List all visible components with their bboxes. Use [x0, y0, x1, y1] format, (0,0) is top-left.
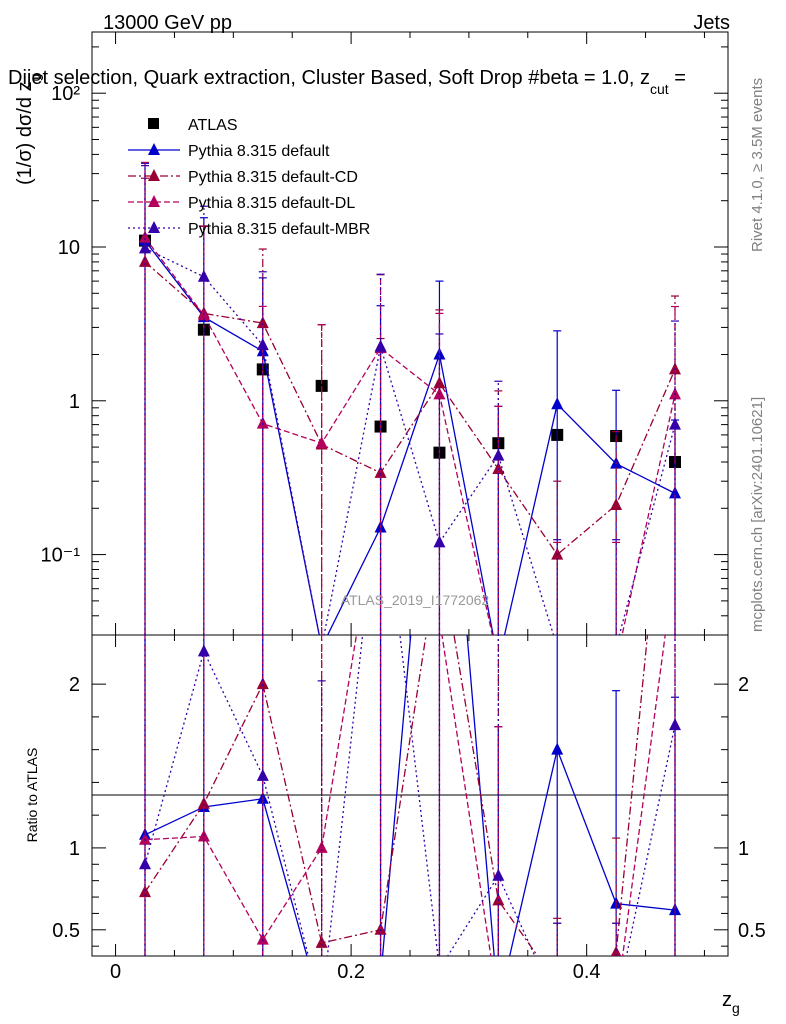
pythia-8-315-default-ratio-marker: [316, 1001, 328, 1013]
y-tick-label: 10⁻¹: [41, 545, 81, 567]
pythia-8-315-default-mbr-ratio-marker: [139, 857, 151, 870]
pythia-8-315-default-mbr-ratio-marker: [256, 768, 269, 781]
pythia-8-315-default-mbr-line: [144, 247, 676, 635]
y-tick-label: 10²: [51, 83, 80, 105]
pythia-8-315-default-mbr-ratio-marker: [197, 644, 210, 657]
mcplots-label: mcplots.cern.ch [arXiv:2401.10621]: [749, 397, 766, 632]
pythia-8-315-default-marker: [669, 486, 681, 499]
pythia-8-315-default-ratio-marker: [551, 742, 564, 755]
ratio-y-tick-label-right: 0.5: [738, 920, 766, 942]
ratio-y-tick-label-right: 2: [738, 674, 749, 696]
legend-marker-atlas: [148, 118, 159, 129]
pythia-8-315-default-dl-ratio-marker: [492, 998, 504, 1010]
ratio-series-group: [139, 635, 681, 1013]
axis-ticks: 0 0.2 0.4 10⁻¹ 1 10 10² 0.5 0.5 1 1 2 2: [41, 32, 766, 983]
pythia-8-315-default-mbr-marker: [433, 535, 446, 548]
legend-label-pythia-8-315-default-dl: Pythia 8.315 default-DL: [188, 195, 355, 212]
legend-label-pythia-8-315-default-mbr: Pythia 8.315 default-MBR: [188, 221, 370, 238]
header-right: Jets: [693, 12, 730, 34]
pythia-8-315-default-dl-marker: [315, 436, 328, 449]
legend-marker-pythia-8-315-default-dl: [148, 195, 160, 207]
legend-label-pythia-8-315-default-cd: Pythia 8.315 default-CD: [188, 169, 358, 186]
pythia-8-315-default-mbr-marker: [669, 417, 681, 430]
pythia-8-315-default-dl-marker: [139, 230, 151, 243]
main-y-axis-label: (1/σ) dσ/d zg: [14, 74, 43, 185]
x-tick-label: 0: [110, 961, 121, 983]
pythia-8-315-default-dl-ratio-marker: [256, 932, 269, 945]
main-series-group: [139, 161, 681, 667]
pythia-8-315-default-mbr-marker: [610, 640, 622, 652]
ratio-y-tick-label: 2: [69, 674, 80, 696]
ratio-y-tick-label: 0.5: [52, 920, 80, 942]
pythia-8-315-default-marker: [551, 397, 564, 410]
pythia-8-315-default-line: [144, 240, 676, 635]
legend-marker-pythia-8-315-default: [148, 143, 160, 155]
pythia-8-315-default-mbr-ratio-marker: [669, 718, 681, 731]
pythia-8-315-default-mbr-marker: [256, 338, 269, 351]
pythia-8-315-default-mbr-marker: [139, 241, 151, 254]
y-tick-label: 10: [58, 237, 80, 259]
header-left: 13000 GeV pp: [103, 12, 232, 34]
rivet-version-label: Rivet 4.1.0, ≥ 3.5M events: [749, 78, 766, 252]
legend: ATLAS Pythia 8.315 default Pythia 8.315 de…: [128, 117, 370, 238]
legend-label-atlas: ATLAS: [188, 117, 238, 134]
pythia-8-315-default-dl-ratio-marker: [551, 998, 563, 1010]
legend-label-pythia-8-315-default: Pythia 8.315 default: [188, 143, 330, 160]
pythia-8-315-default-mbr-marker: [197, 269, 210, 282]
pythia-8-315-default-dl-ratio-line: [144, 635, 666, 956]
legend-marker-pythia-8-315-default-mbr: [148, 221, 160, 233]
pythia-8-315-default-mbr-marker: [492, 448, 505, 461]
pythia-8-315-default-dl-marker: [610, 655, 622, 667]
x-tick-label: 0.4: [573, 961, 601, 983]
pythia-8-315-default-dl-ratio-marker: [315, 840, 328, 853]
y-tick-label: 1: [69, 391, 80, 413]
analysis-id: ATLAS_2019_I1772062: [341, 592, 490, 608]
pythia-8-315-default-mbr-ratio-marker: [316, 1001, 328, 1013]
pythia-8-315-default-cd-marker: [610, 498, 623, 511]
ratio-y-tick-label: 1: [69, 838, 80, 860]
pythia-8-315-default-mbr-ratio-marker: [551, 998, 563, 1010]
pythia-8-315-default-cd-ratio-line: [144, 635, 649, 956]
pythia-8-315-default-cd-line: [144, 261, 676, 556]
x-axis-label: zg: [722, 989, 740, 1016]
x-tick-label: 0.2: [337, 961, 365, 983]
pythia-8-315-default-dl-ratio-marker: [610, 998, 622, 1010]
atlas-data-point: [315, 379, 328, 392]
pythia-8-315-default-mbr-ratio-marker: [492, 868, 505, 881]
ratio-y-tick-label-right: 1: [738, 838, 749, 860]
selection-title: Dijet selection, Quark extraction, Clust…: [8, 67, 686, 97]
legend-marker-pythia-8-315-default-cd: [148, 169, 160, 181]
pythia-8-315-default-mbr-marker: [374, 339, 387, 352]
pythia-8-315-default-mbr-ratio-marker: [433, 962, 445, 974]
pythia-8-315-default-mbr-ratio-marker: [610, 998, 622, 1010]
pythia-8-315-default-ratio-marker: [492, 998, 504, 1010]
pythia-8-315-default-cd-marker: [256, 316, 269, 329]
pythia-8-315-default-ratio-line: [144, 635, 676, 956]
pythia-8-315-default-ratio-marker: [375, 972, 387, 984]
pythia-8-315-default-dl-marker: [256, 416, 269, 429]
pythia-8-315-default-dl-ratio-marker: [139, 832, 151, 845]
pythia-8-315-default-dl-line: [144, 237, 676, 635]
pythia-8-315-default-cd-ratio-marker: [551, 977, 563, 989]
ratio-y-axis-label: Ratio to ATLAS: [24, 748, 40, 843]
